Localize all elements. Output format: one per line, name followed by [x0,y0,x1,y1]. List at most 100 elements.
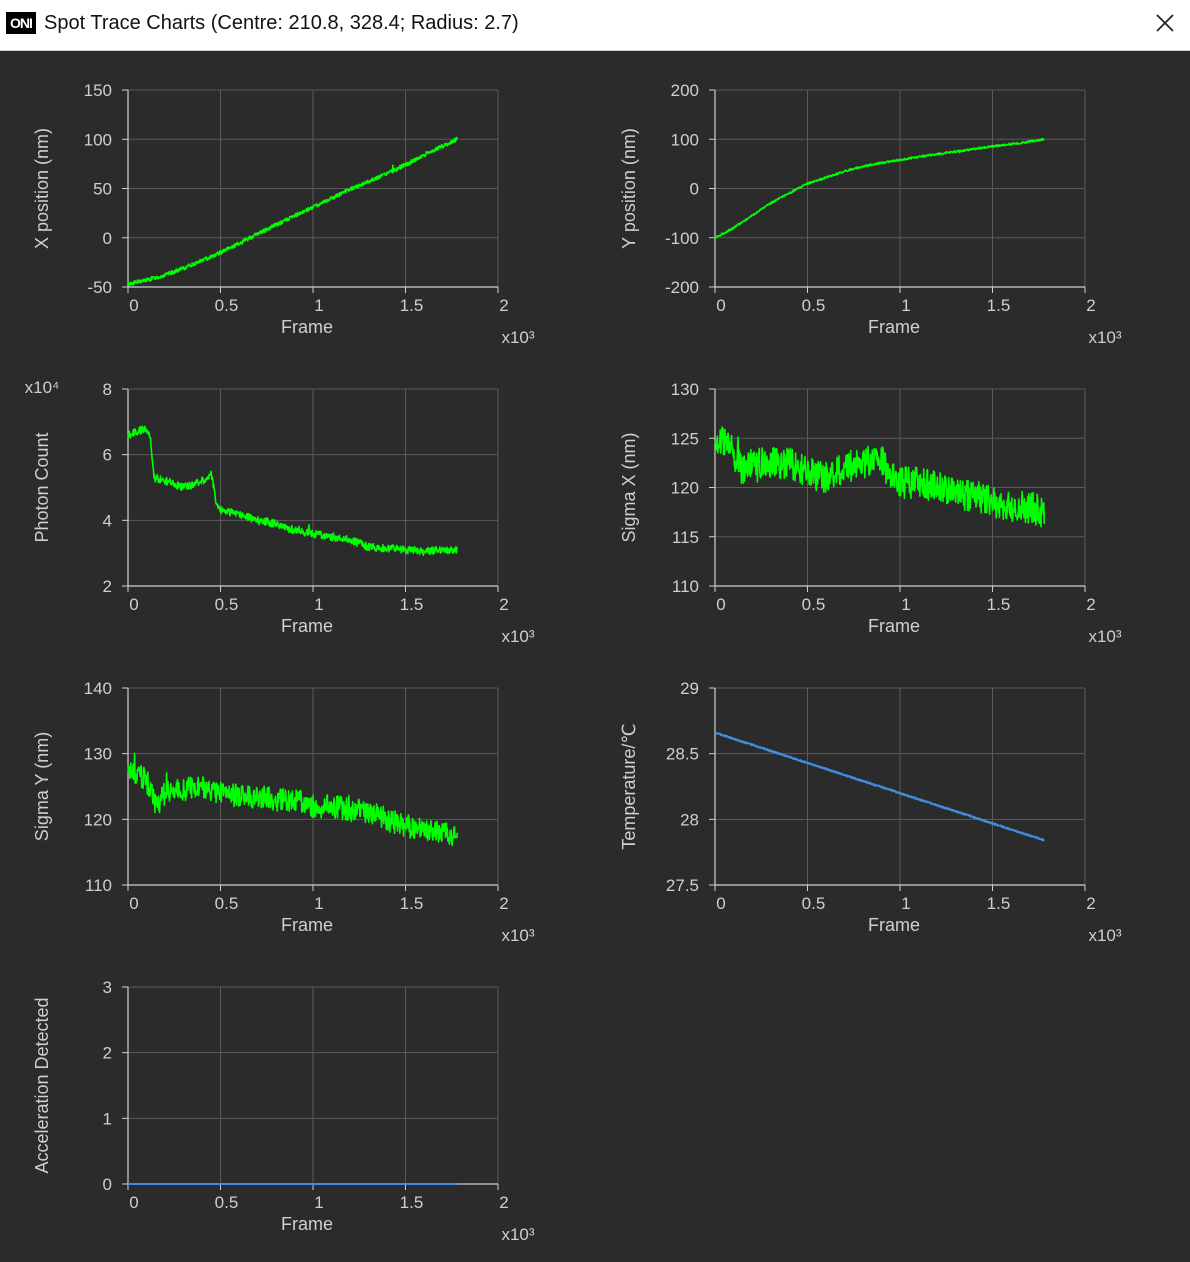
y-tick-label: 3 [103,978,112,997]
x-tick-label: 1.5 [400,296,424,315]
x-axis-title: Frame [281,317,333,337]
x-axis-title: Frame [281,1214,333,1234]
x-tick-label: 0.5 [802,296,826,315]
x-axis-multiplier: x10³ [501,926,534,945]
x-tick-label: 2 [1086,595,1095,614]
x-axis-title: Frame [868,616,920,636]
y-tick-label: 0 [103,1175,112,1194]
y-axis-multiplier: x10⁴ [25,378,60,397]
x-tick-label: 0 [716,894,725,913]
y-tick-label: -50 [87,278,112,297]
x-position-svg: 0 0.5 1 1.5 2 -50 0 50 100 150 Frame x10³ X position… [32,81,535,347]
y-tick-label: 140 [84,679,112,698]
x-position-series-line [127,136,459,287]
y-axis-title: X position (nm) [32,128,52,249]
y-tick-label: -100 [665,229,699,248]
y-tick-label: 4 [103,511,112,530]
y-position-series-line [714,137,1045,240]
x-tick-label: 1.5 [987,894,1011,913]
x-tick-label: 1 [314,894,323,913]
y-tick-label: 2 [103,1044,112,1063]
sigma-y-series-line [127,752,459,847]
x-tick-label: 0 [129,296,138,315]
x-tick-label: 0.5 [215,1193,239,1212]
y-tick-label: 200 [671,81,699,100]
y-tick-label: 120 [84,810,112,829]
sigma-x-chart: 0 0.5 1 1.5 2 110 115 120 125 130 Frame x10³ Sigma X… [607,374,1167,664]
y-tick-label: 130 [84,745,112,764]
x-axis-multiplier: x10³ [501,1225,534,1244]
x-tick-label: 1 [901,894,910,913]
y-tick-label: 110 [672,577,699,596]
acceleration-detected-chart: 0 0.5 1 1.5 2 0 1 2 3 Frame x10³ Acceleration Detec… [20,972,580,1262]
y-tick-label: 130 [671,380,699,399]
y-tick-label: 8 [103,380,112,399]
temperature-svg: 0 0.5 1 1.5 2 27.5 28 28.5 29 Frame x10³ Temperatur… [619,679,1122,945]
photon-count-series-line [127,425,458,557]
x-axis-multiplier: x10³ [1088,926,1121,945]
x-axis-title: Frame [868,915,920,935]
photon-count-svg: 0 0.5 1 1.5 2 2 4 6 8 Frame x10³ x10⁴ Photon Count [25,378,535,646]
y-tick-label: 27.5 [666,876,699,895]
x-tick-label: 0.5 [215,595,239,614]
x-tick-label: 0.5 [215,296,239,315]
y-tick-label: 29 [680,679,699,698]
x-tick-label: 1.5 [987,595,1011,614]
x-tick-label: 2 [1086,296,1095,315]
x-tick-label: 0 [129,1193,138,1212]
y-tick-label: 1 [103,1109,112,1128]
y-tick-label: 115 [672,528,699,547]
y-tick-label: 120 [671,479,699,498]
y-position-svg: 0 0.5 1 1.5 2 -200 -100 0 100 200 Frame x10³ Y posit… [619,81,1122,347]
x-tick-label: 1 [314,1193,323,1212]
x-tick-label: 1.5 [400,595,424,614]
title-bar: ONI Spot Trace Charts (Centre: 210.8, 32… [0,0,1190,51]
x-tick-label: 0 [129,595,138,614]
x-axis-multiplier: x10³ [1088,328,1121,347]
acceleration-detected-svg: 0 0.5 1 1.5 2 0 1 2 3 Frame x10³ Acceleration Detec… [32,978,535,1244]
y-tick-label: 28.5 [666,745,699,764]
x-tick-label: 1 [901,296,910,315]
y-tick-label: 100 [671,130,699,149]
x-tick-label: 2 [499,595,508,614]
x-axis-multiplier: x10³ [1088,627,1121,646]
y-tick-label: 150 [84,81,112,100]
y-axis-title: Temperature/℃ [619,723,639,849]
close-button[interactable] [1150,8,1180,38]
y-position-chart: 0 0.5 1 1.5 2 -200 -100 0 100 200 Frame x10³ Y posit… [607,75,1167,365]
x-tick-label: 0 [129,894,138,913]
x-position-chart: 0 0.5 1 1.5 2 -50 0 50 100 150 Frame x10³ X position… [20,75,580,365]
y-tick-label: 0 [103,229,112,248]
y-tick-label: 0 [690,180,699,199]
y-tick-label: 28 [680,810,699,829]
x-tick-label: 1 [901,595,910,614]
x-axis-multiplier: x10³ [501,328,534,347]
x-tick-label: 1.5 [400,894,424,913]
x-tick-label: 0 [716,296,725,315]
y-tick-label: 6 [103,446,112,465]
x-axis-title: Frame [281,915,333,935]
temperature-series-line [714,731,1046,842]
x-axis-multiplier: x10³ [501,627,534,646]
y-tick-label: 110 [85,876,112,895]
x-tick-label: 0 [716,595,725,614]
y-axis-title: Sigma Y (nm) [32,732,52,841]
window-title: Spot Trace Charts (Centre: 210.8, 328.4;… [44,12,519,34]
x-tick-label: 1.5 [987,296,1011,315]
x-tick-label: 2 [499,894,508,913]
x-tick-label: 1.5 [400,1193,424,1212]
x-tick-label: 0.5 [215,894,239,913]
y-axis-title: Acceleration Detected [32,997,52,1173]
x-tick-label: 2 [1086,894,1095,913]
x-tick-label: 2 [499,1193,508,1212]
x-axis-title: Frame [281,616,333,636]
x-tick-label: 0.5 [802,595,826,614]
photon-count-chart: 0 0.5 1 1.5 2 2 4 6 8 Frame x10³ x10⁴ Photon Count [20,374,580,664]
y-tick-label: 100 [84,130,112,149]
app-logo: ONI [6,12,36,34]
y-axis-title: Photon Count [32,432,52,542]
sigma-y-svg: 0 0.5 1 1.5 2 110 120 130 140 Frame x10³ Sigma Y (n… [32,679,535,945]
sigma-y-chart: 0 0.5 1 1.5 2 110 120 130 140 Frame x10³ Sigma Y (n… [20,673,580,963]
x-tick-label: 0.5 [802,894,826,913]
temperature-chart: 0 0.5 1 1.5 2 27.5 28 28.5 29 Frame x10³ Temperatur… [607,673,1167,963]
